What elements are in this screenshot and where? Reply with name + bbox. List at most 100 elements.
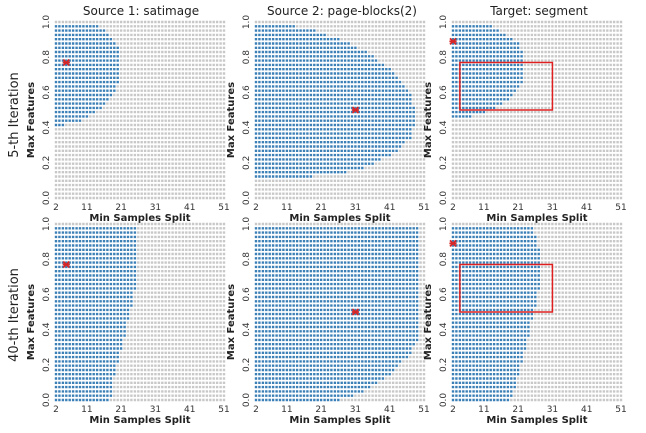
y-tick-label: 1.0 [42, 217, 52, 232]
x-tick-label: 2 [450, 405, 456, 415]
active-region-cells [254, 25, 415, 178]
panels-layer: 2 11 21 31 41 51 0.0 0.2 0.4 0.6 0.8 1.0 Min Samples… [26, 15, 627, 426]
x-tick-label: 2 [253, 203, 259, 213]
x-tick-label: 51 [218, 405, 229, 415]
y-tick-label: 0.2 [439, 358, 449, 372]
y-axis-label: Max Features [26, 284, 37, 360]
x-axis-label: Min Samples Split [289, 415, 390, 426]
x-tick-label: 11 [281, 405, 292, 415]
row-label-2: 40-th Iteration [7, 268, 22, 362]
y-tick-label: 0.4 [242, 120, 252, 135]
inactive-grid-cells [451, 222, 623, 402]
active-region-cells [451, 25, 523, 118]
x-axis-label: Min Samples Split [486, 213, 587, 224]
y-tick-label: 0.4 [242, 322, 252, 337]
best-config-marker [351, 308, 360, 316]
row-label-1: 5-th Iteration [7, 72, 22, 158]
panel-1-2: 2 11 21 31 41 51 0.0 0.2 0.4 0.6 0.8 1.0 Min Samples… [226, 15, 430, 224]
x-tick-label: 2 [253, 405, 259, 415]
x-tick-label: 41 [184, 203, 195, 213]
x-tick-label: 11 [478, 405, 489, 415]
x-tick-label: 21 [512, 203, 523, 213]
x-tick-label: 21 [315, 405, 326, 415]
y-tick-label: 0.6 [439, 85, 449, 100]
y-tick-label: 0.2 [42, 156, 52, 170]
x-tick-label: 51 [418, 405, 429, 415]
active-region-cells [54, 25, 119, 127]
x-axis-label: Min Samples Split [89, 415, 190, 426]
y-tick-label: 0.4 [42, 322, 52, 337]
x-axis-label: Min Samples Split [289, 213, 390, 224]
panel-2-1: 2 11 21 31 41 51 0.0 0.2 0.4 0.6 0.8 1.0 Min Samples… [26, 217, 230, 426]
y-axis-label: Max Features [226, 82, 237, 158]
x-tick-label: 31 [350, 405, 361, 415]
x-tick-label: 51 [218, 203, 229, 213]
best-config-marker [62, 260, 70, 269]
y-tick-label: 0.0 [439, 393, 449, 408]
y-tick-label: 1.0 [242, 217, 252, 232]
x-axis-label: Min Samples Split [486, 415, 587, 426]
x-tick-label: 41 [581, 203, 592, 213]
y-tick-label: 0.2 [42, 358, 52, 372]
x-tick-label: 21 [315, 203, 326, 213]
y-tick-label: 0.6 [242, 85, 252, 100]
x-tick-label: 21 [115, 405, 126, 415]
y-tick-label: 1.0 [242, 15, 252, 30]
active-region-cells [54, 227, 137, 402]
x-tick-label: 41 [581, 405, 592, 415]
y-axis-label: Max Features [26, 82, 37, 158]
inactive-grid-cells [54, 222, 226, 402]
x-tick-label: 31 [150, 405, 161, 415]
x-tick-label: 41 [384, 405, 395, 415]
y-tick-label: 0.8 [242, 50, 252, 65]
x-tick-label: 31 [350, 203, 361, 213]
x-tick-label: 51 [615, 203, 626, 213]
panel-2-3: 2 11 21 31 41 51 0.0 0.2 0.4 0.6 0.8 1.0 Min Samples… [423, 217, 627, 426]
search-space-box [459, 263, 554, 313]
best-config-marker [351, 106, 360, 114]
x-tick-label: 41 [384, 203, 395, 213]
x-tick-label: 2 [53, 203, 59, 213]
y-tick-label: 0.0 [242, 191, 252, 206]
y-tick-label: 0.0 [242, 393, 252, 408]
column-title-3: Target: segment [489, 4, 588, 18]
x-tick-label: 21 [512, 405, 523, 415]
y-tick-label: 0.8 [42, 50, 52, 65]
x-tick-label: 11 [281, 203, 292, 213]
panel-1-3: 2 11 21 31 41 51 0.0 0.2 0.4 0.6 0.8 1.0 Min Samples… [423, 15, 627, 224]
y-tick-label: 0.4 [42, 120, 52, 135]
y-tick-label: 1.0 [42, 15, 52, 30]
x-tick-label: 11 [81, 203, 92, 213]
best-config-marker [449, 239, 457, 247]
y-tick-label: 0.2 [242, 156, 252, 170]
y-tick-label: 0.8 [439, 50, 449, 65]
x-tick-label: 11 [81, 405, 92, 415]
x-tick-label: 41 [184, 405, 195, 415]
y-axis-label: Max Features [423, 82, 434, 158]
search-space-box [459, 61, 554, 111]
y-tick-label: 0.8 [439, 252, 449, 267]
x-tick-label: 51 [418, 203, 429, 213]
y-tick-label: 1.0 [439, 217, 449, 232]
x-axis-label: Min Samples Split [89, 213, 190, 224]
y-tick-label: 0.6 [42, 287, 52, 302]
y-axis-label: Max Features [226, 284, 237, 360]
best-config-marker [62, 58, 70, 67]
y-tick-label: 0.2 [242, 358, 252, 372]
y-tick-label: 0.0 [439, 191, 449, 206]
active-region-cells [451, 227, 540, 402]
panel-2-2: 2 11 21 31 41 51 0.0 0.2 0.4 0.6 0.8 1.0 Min Samples… [226, 217, 430, 426]
y-tick-label: 0.4 [439, 120, 449, 135]
x-tick-label: 31 [150, 203, 161, 213]
active-region-cells [254, 227, 419, 402]
x-tick-label: 11 [478, 203, 489, 213]
x-tick-label: 51 [615, 405, 626, 415]
y-tick-label: 0.4 [439, 322, 449, 337]
y-tick-label: 0.6 [42, 85, 52, 100]
y-tick-label: 0.8 [42, 252, 52, 267]
x-tick-label: 21 [115, 203, 126, 213]
inactive-grid-cells [451, 20, 623, 200]
y-tick-label: 0.6 [439, 287, 449, 302]
x-tick-label: 31 [547, 203, 558, 213]
